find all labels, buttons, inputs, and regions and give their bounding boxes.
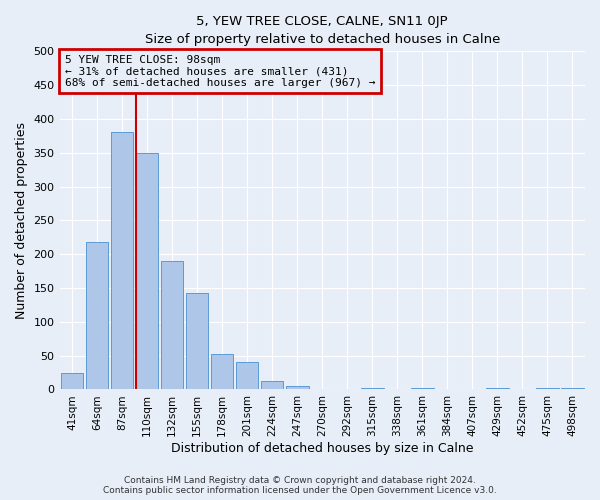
Bar bbox=[486, 388, 509, 390]
Y-axis label: Number of detached properties: Number of detached properties bbox=[15, 122, 28, 319]
Text: 5 YEW TREE CLOSE: 98sqm
← 31% of detached houses are smaller (431)
68% of semi-d: 5 YEW TREE CLOSE: 98sqm ← 31% of detache… bbox=[65, 54, 375, 88]
Bar bbox=[286, 386, 308, 390]
Bar bbox=[411, 388, 434, 390]
Bar bbox=[536, 388, 559, 390]
Bar bbox=[561, 388, 584, 390]
Bar bbox=[186, 293, 208, 390]
Text: Contains HM Land Registry data © Crown copyright and database right 2024.
Contai: Contains HM Land Registry data © Crown c… bbox=[103, 476, 497, 495]
Bar bbox=[361, 388, 383, 390]
Bar bbox=[161, 261, 184, 390]
Bar bbox=[86, 242, 109, 390]
Bar bbox=[61, 372, 83, 390]
Bar bbox=[236, 362, 259, 390]
Title: 5, YEW TREE CLOSE, CALNE, SN11 0JP
Size of property relative to detached houses : 5, YEW TREE CLOSE, CALNE, SN11 0JP Size … bbox=[145, 15, 500, 46]
Bar bbox=[261, 382, 283, 390]
X-axis label: Distribution of detached houses by size in Calne: Distribution of detached houses by size … bbox=[171, 442, 473, 455]
Bar bbox=[136, 153, 158, 390]
Bar bbox=[111, 132, 133, 390]
Bar bbox=[211, 354, 233, 390]
